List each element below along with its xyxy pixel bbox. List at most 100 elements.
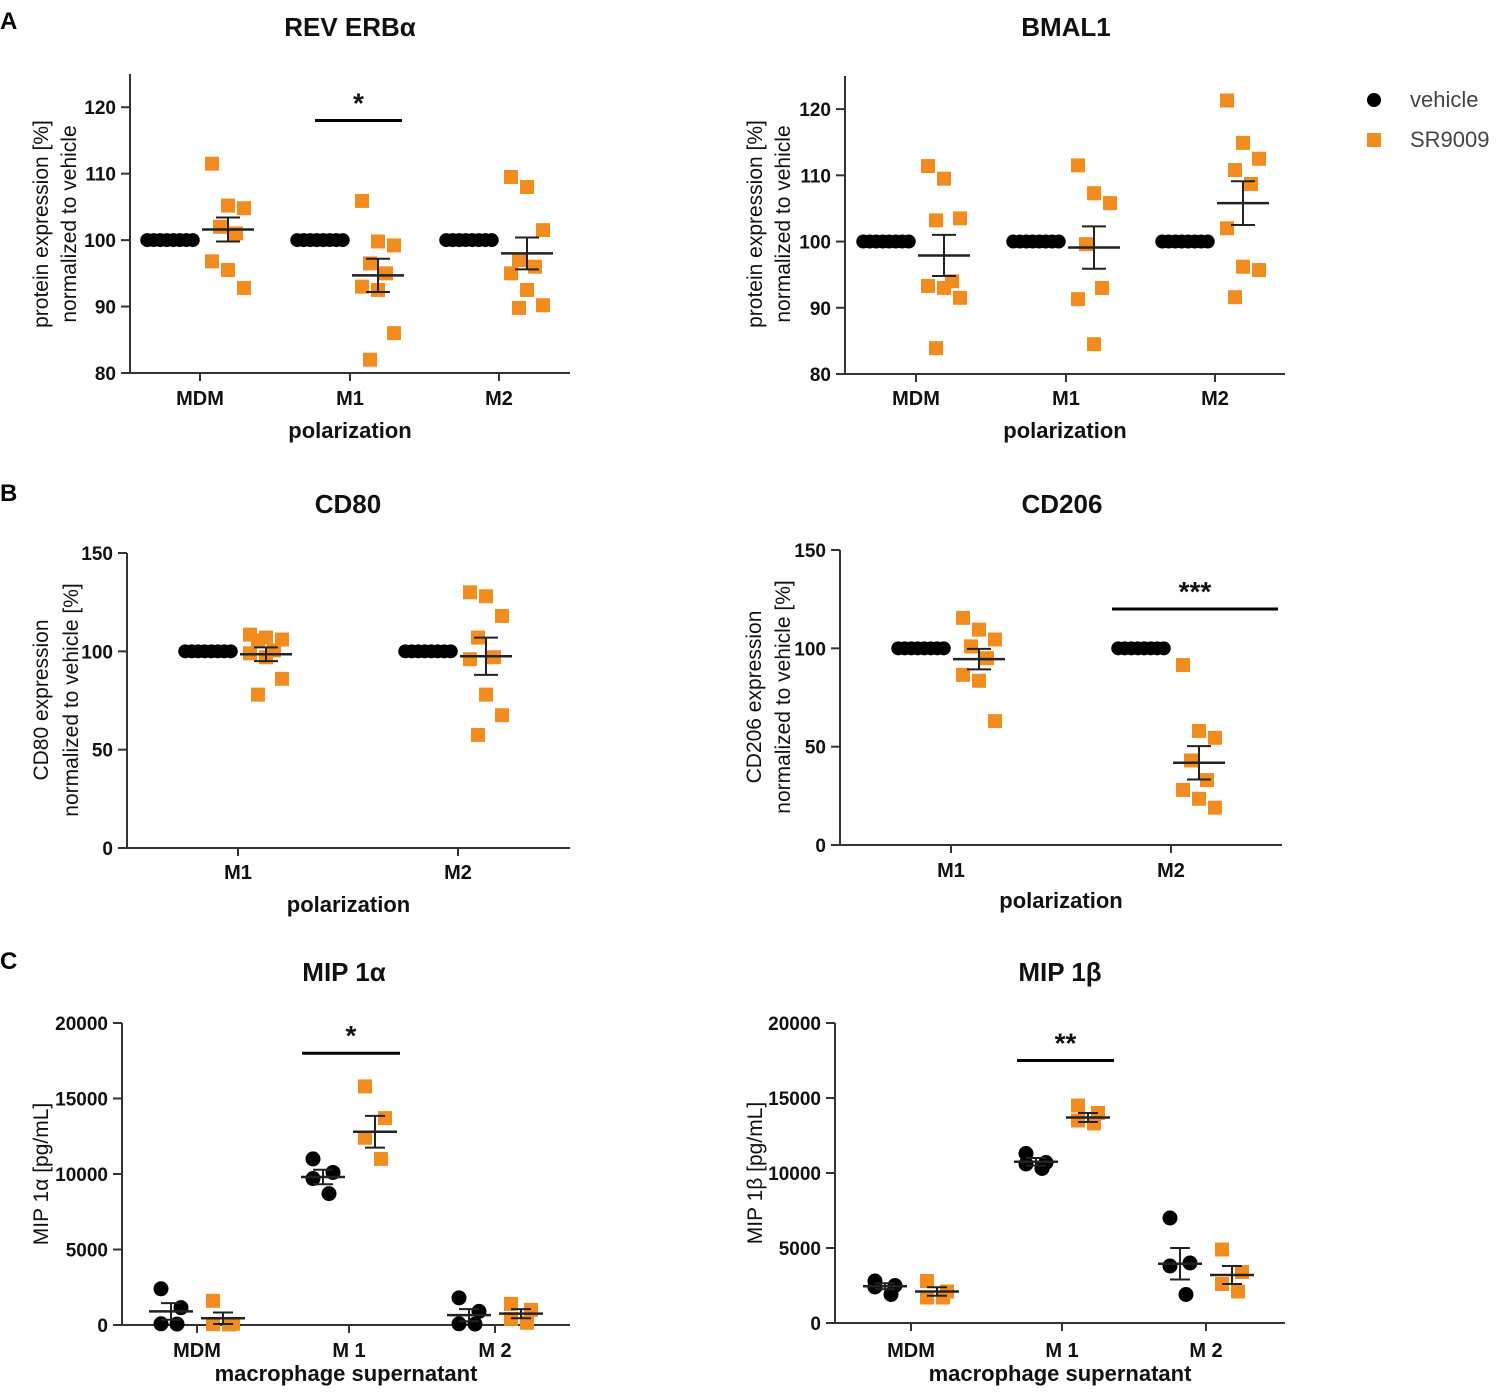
sr9009-point [988,714,1002,729]
y-tick-label: 20000 [768,1014,821,1035]
vehicle-point [223,644,238,659]
x-tick-label: M 2 [1189,1340,1222,1362]
significance-label: * [346,1020,357,1051]
sr9009-point [358,1130,372,1145]
sr9009-point [379,266,393,281]
sr9009-point [1220,93,1234,108]
chart-cd80: CD80 0 50 100 150 M1 M2 polarization CD80 expres… [30,489,570,917]
sr9009-point [504,1296,518,1311]
y-tick-label: 0 [810,1314,821,1335]
vehicle-point [321,1186,337,1202]
sr9009-point [921,159,935,174]
y-tick-label: 150 [794,541,826,562]
sr9009-point [937,171,951,186]
x-tick-label: M1 [336,388,364,410]
y-axis-title: normalized to vehicle [772,125,795,322]
vehicle-point [484,233,499,248]
legend-label-sr9009: SR9009 [1410,127,1490,152]
vehicle-point [451,1290,467,1306]
x-axis-title: macrophage supernatant [929,1361,1193,1386]
y-axis-title: CD80 expression [30,619,53,780]
vehicle-point [1051,234,1066,249]
sr9009-point [936,1290,950,1305]
y-axis-title: MIP 1α [pg/mL] [30,1103,53,1245]
sr9009-point [953,290,967,305]
panel-letter-a: A [0,8,18,35]
panel-letter-b: B [0,480,18,507]
x-axis-title: polarization [287,892,410,917]
x-tick-label: M2 [485,388,513,410]
y-tick-label: 110 [85,165,116,186]
legend-marker-sr9009 [1367,133,1381,147]
x-axis-title: macrophage supernatant [215,1361,479,1386]
sr9009-point [528,259,542,274]
sr9009-point [358,1079,372,1094]
vehicle-point [883,1287,899,1302]
sr9009-point [504,266,518,281]
y-axis-title: CD206 expression [743,611,766,784]
significance-label: ** [1055,1028,1077,1059]
sr9009-point [1208,730,1222,745]
y-tick-label: 15000 [768,1089,821,1110]
y-tick-label: 90 [95,298,116,319]
sr9009-point [205,156,219,171]
x-tick-label: M2 [444,862,472,884]
sr9009-point [371,234,385,249]
sr9009-point [205,254,219,269]
y-axis-title: MIP 1β [pg/mL] [744,1102,767,1244]
sr9009-point [251,633,265,648]
sr9009-point [251,687,265,702]
sr9009-point [479,687,493,702]
sr9009-point [937,280,951,295]
vehicle-point [305,1171,321,1187]
sr9009-point [1087,1116,1101,1131]
y-axis-title: protein expression [%] [744,120,767,328]
sr9009-point [1231,1284,1245,1299]
sr9009-point [536,298,550,313]
x-tick-label: M1 [937,860,965,882]
sr9009-point [213,219,227,234]
sr9009-point [221,263,235,278]
y-tick-label: 100 [81,642,113,663]
y-tick-label: 0 [102,839,113,860]
y-tick-label: 10000 [768,1164,821,1185]
sr9009-point [363,352,377,367]
x-tick-label: M2 [1201,388,1229,410]
legend: vehicle SR9009 [1362,80,1490,160]
sr9009-point [1071,1098,1085,1113]
sr9009-point [1079,237,1093,252]
sr9009-point [1252,263,1266,278]
chart-bmal1: BMAL1 80 90 100 110 120 MDM M1 M2 polarization pro… [744,12,1285,443]
chart-title: CD80 [315,489,381,519]
x-tick-label: M1 [224,862,252,884]
sr9009-point [1176,782,1190,797]
x-tick-label: MDM [176,388,224,410]
sr9009-point [920,1274,934,1288]
sr9009-point [495,608,509,623]
y-tick-label: 90 [810,299,831,320]
sr9009-point [929,213,943,228]
sr9009-point [921,278,935,293]
sr9009-point [237,201,251,216]
sr9009-point [512,253,526,268]
x-tick-label: M1 [1052,388,1080,410]
sr9009-point [956,610,970,625]
significance-label: *** [1179,576,1212,607]
y-tick-label: 5000 [66,1241,108,1262]
sr9009-point [378,1111,392,1126]
vehicle-point [153,1281,169,1297]
sr9009-point [387,326,401,341]
x-axis-title: polarization [288,418,411,443]
x-axis-title: polarization [999,888,1122,913]
sr9009-point [1215,1242,1229,1257]
legend-marker-vehicle [1367,93,1381,107]
sr9009-point [1071,158,1085,173]
x-tick-label: MDM [173,1340,221,1362]
x-tick-label: M 2 [478,1340,511,1362]
chart-title: MIP 1β [1018,957,1101,987]
y-tick-label: 120 [84,98,116,119]
chart-mip1b: MIP 1β 0 5000 10000 15000 20000 MDM M 1 M 2macro… [744,957,1285,1386]
vehicle-point [1200,234,1215,249]
vehicle-point [471,1303,487,1319]
